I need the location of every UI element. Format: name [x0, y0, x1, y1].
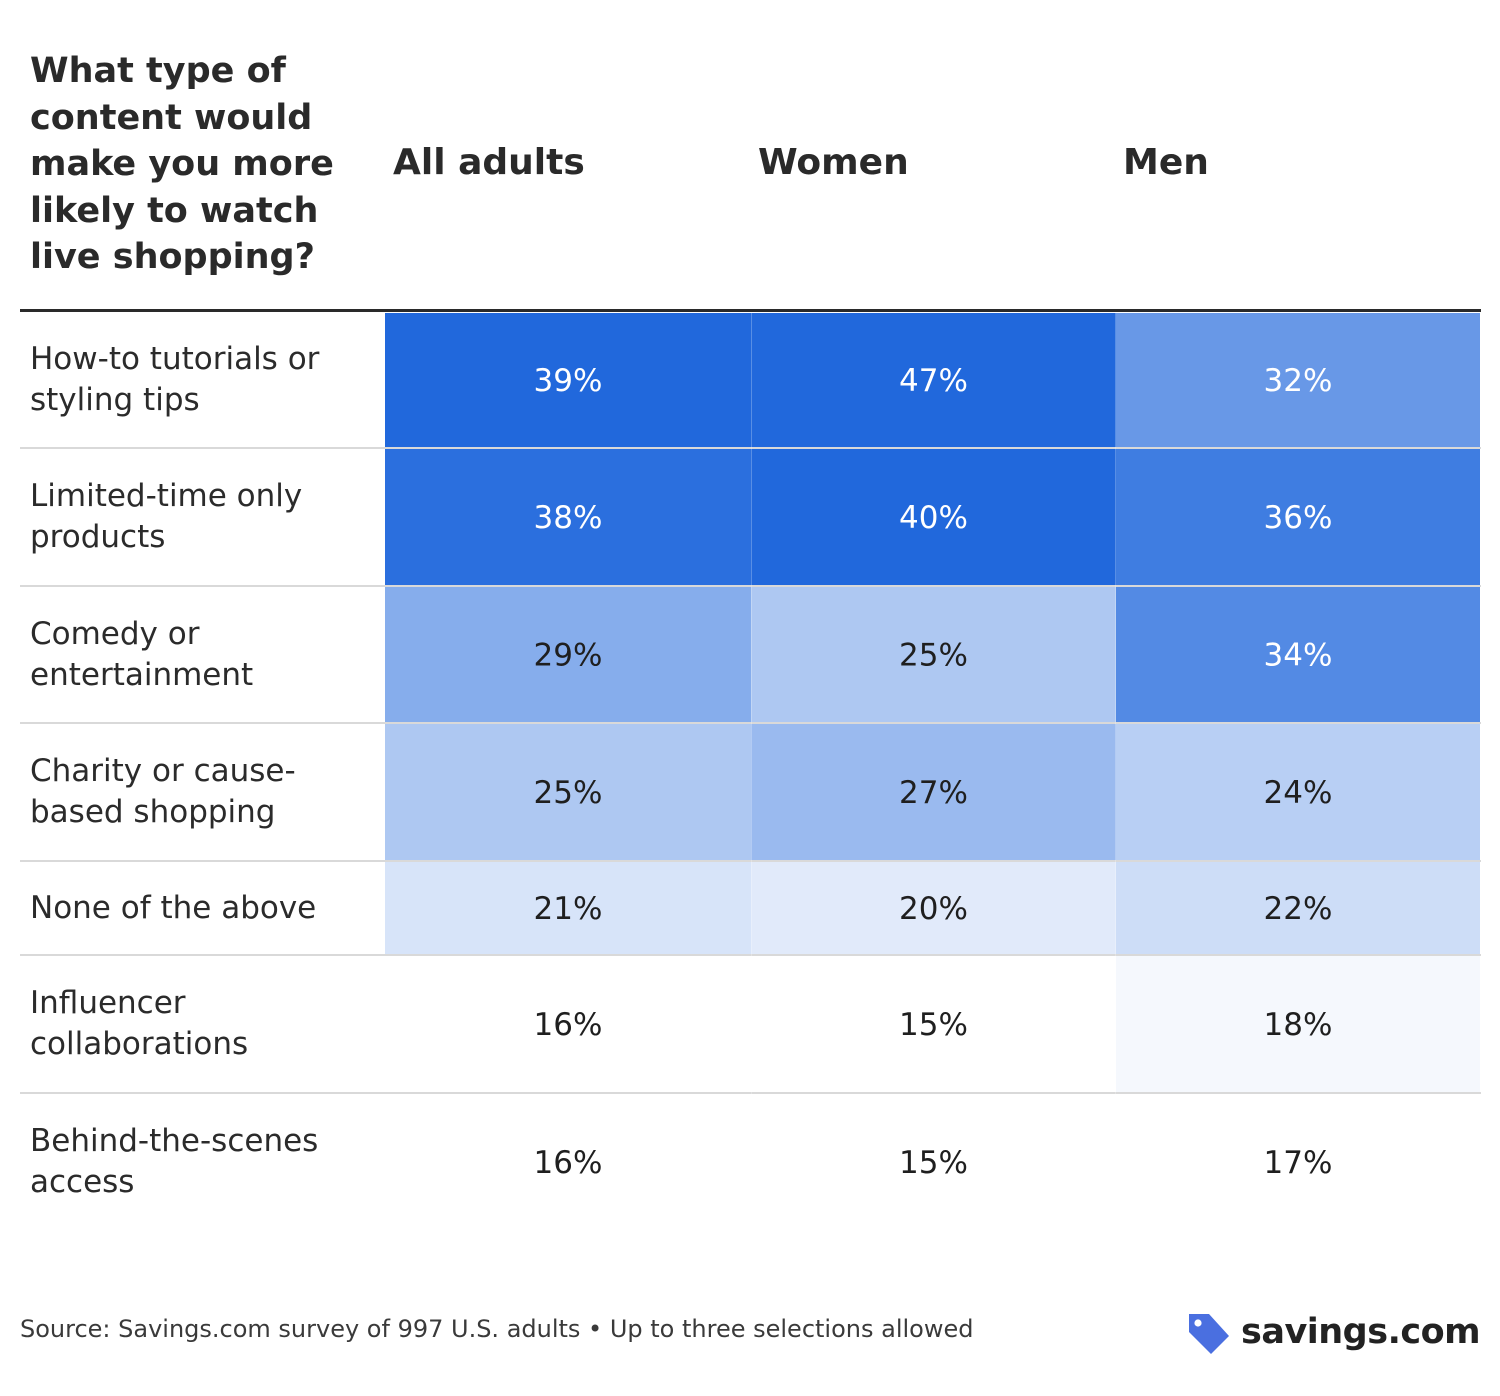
- cell-value: 25%: [534, 775, 603, 811]
- cell-value: 36%: [1264, 500, 1333, 536]
- brand-logo: savings.com: [1185, 1306, 1481, 1358]
- cell-value: 25%: [899, 638, 968, 674]
- row-label: Charity or cause-based shopping: [30, 753, 296, 830]
- heat-cell: [385, 587, 751, 722]
- cell-value: 16%: [534, 1145, 603, 1181]
- cell-value: 15%: [899, 1145, 968, 1181]
- cell-value: 40%: [899, 500, 968, 536]
- question-header: What type of content would make you more…: [30, 51, 334, 277]
- cell-value: 16%: [534, 1007, 603, 1043]
- row-label: None of the above: [30, 889, 317, 926]
- cell-value: 24%: [1264, 775, 1333, 811]
- heat-cell: [751, 449, 1116, 585]
- heat-cell: [751, 1094, 1116, 1230]
- column-divider: [1115, 313, 1116, 1230]
- column-divider: [751, 313, 752, 1230]
- row-separator: [20, 585, 1481, 587]
- row-separator: [20, 954, 1481, 956]
- cell-value: 32%: [1264, 363, 1333, 399]
- heat-cell: [385, 724, 751, 860]
- row-label: Influencer collaborations: [30, 985, 249, 1062]
- heat-cell: [751, 724, 1116, 860]
- heat-cell: [1116, 956, 1480, 1092]
- heat-cell: [385, 862, 751, 954]
- cell-value: 47%: [899, 363, 968, 399]
- column-header-men: Men: [1123, 142, 1209, 183]
- heat-cell: [1116, 1094, 1480, 1230]
- source-note: Source: Savings.com survey of 997 U.S. a…: [20, 1315, 974, 1343]
- cell-value: 29%: [534, 638, 603, 674]
- cell-value: 39%: [534, 363, 603, 399]
- column-header-all-adults: All adults: [393, 142, 585, 183]
- row-label: Limited-time only products: [30, 478, 303, 555]
- row-label: Comedy or entertainment: [30, 615, 254, 693]
- cell-value: 18%: [1264, 1007, 1333, 1043]
- heat-cell: [751, 587, 1116, 722]
- row-separator: [20, 722, 1481, 724]
- heat-cell: [751, 862, 1116, 954]
- heat-cell: [751, 956, 1116, 1092]
- cell-value: 17%: [1264, 1145, 1333, 1181]
- cell-value: 20%: [899, 891, 968, 927]
- heat-cell: [1116, 587, 1480, 722]
- heat-cell: [1116, 313, 1480, 447]
- heat-cell: [385, 449, 751, 585]
- row-separator: [20, 860, 1481, 862]
- cell-value: 21%: [534, 891, 603, 927]
- row-separator: [20, 1092, 1481, 1094]
- cell-value: 15%: [899, 1007, 968, 1043]
- cell-value: 27%: [899, 775, 968, 811]
- price-tag-icon: [1189, 1314, 1229, 1354]
- heat-cell: [1116, 449, 1480, 585]
- heat-cell: [385, 956, 751, 1092]
- brand-name: savings.com: [1241, 1312, 1481, 1352]
- heat-cell: [751, 313, 1116, 447]
- heat-cell: [1116, 724, 1480, 860]
- column-header-women: Women: [758, 142, 909, 183]
- cell-value: 38%: [534, 500, 603, 536]
- row-label: Behind-the-scenes access: [30, 1123, 319, 1200]
- row-separator: [20, 447, 1481, 449]
- heat-cell: [385, 1094, 751, 1230]
- heat-cell: [1116, 862, 1480, 954]
- cell-value: 22%: [1264, 891, 1333, 927]
- row-label: How-to tutorials or styling tips: [30, 341, 320, 418]
- header-rule: [20, 309, 1481, 312]
- heat-cell: [385, 313, 751, 447]
- cell-value: 34%: [1264, 638, 1333, 674]
